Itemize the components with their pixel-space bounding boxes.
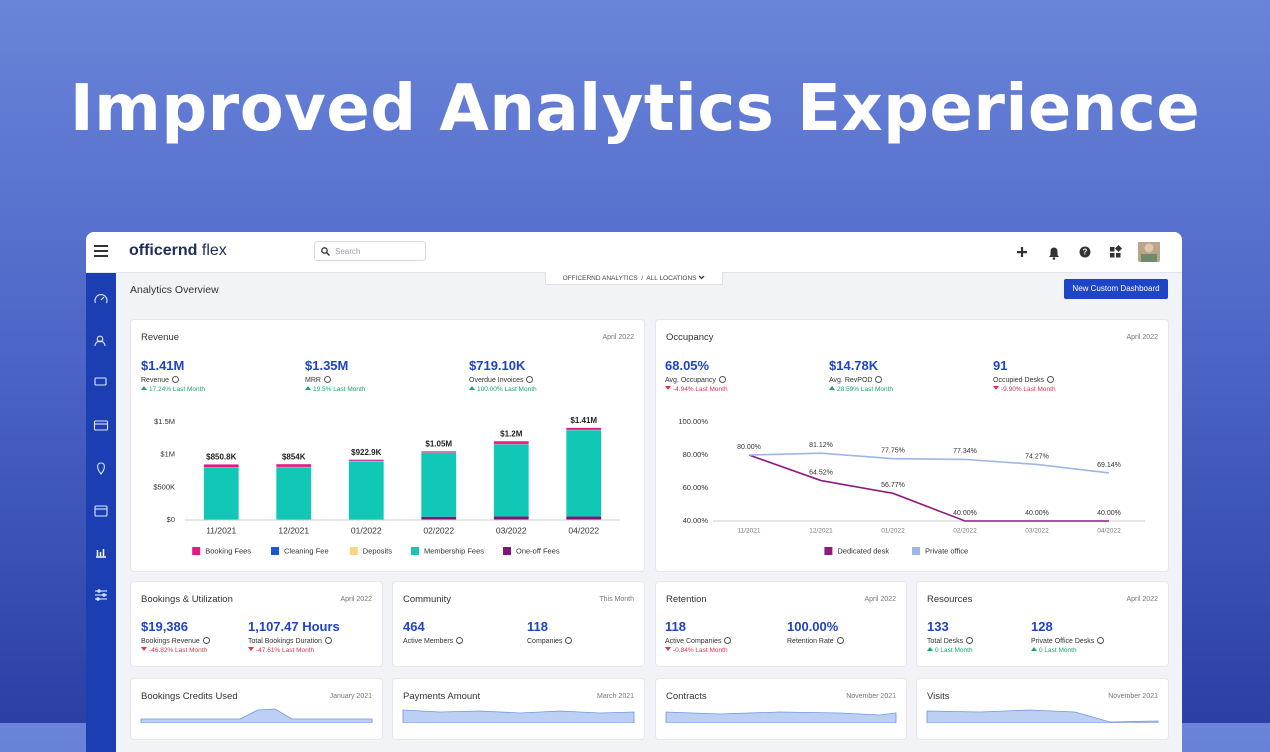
bar-segment — [566, 430, 601, 516]
bar-total-label: $850.8K — [206, 453, 236, 462]
y-tick-label: $500K — [153, 482, 175, 491]
sparklines — [141, 709, 1158, 723]
legend-label: Booking Fees — [205, 546, 251, 555]
bar-segment — [494, 441, 529, 444]
x-tick-label: 03/2022 — [496, 525, 527, 535]
bar-segment — [204, 468, 239, 520]
x-tick-label: 02/2022 — [423, 525, 454, 535]
bar-segment — [494, 445, 529, 517]
bar-segment — [276, 467, 311, 520]
data-label: 40.00% — [953, 510, 977, 517]
sparkline — [141, 709, 372, 723]
x-tick-label: 03/2022 — [1025, 528, 1049, 535]
data-label: 77.34% — [953, 448, 977, 455]
x-tick-label: 02/2022 — [953, 528, 977, 535]
bar-segment — [349, 461, 384, 520]
x-tick-label: 11/2021 — [737, 528, 760, 535]
y-tick-label: $0 — [167, 515, 175, 524]
legend-swatch — [350, 547, 358, 555]
data-label: 40.00% — [1025, 510, 1049, 517]
charts: $0 $500K $1M $1.5M 11/2021 12/2021 01/2022 02/2… — [0, 0, 1270, 723]
legend-label: Dedicated desk — [837, 546, 889, 555]
y-tick-label: 80.00% — [683, 450, 709, 459]
data-label: 64.52% — [809, 469, 833, 476]
legend-swatch — [824, 547, 832, 555]
data-label: 77.75% — [881, 448, 905, 455]
legend-label: Membership Fees — [424, 546, 484, 555]
legend-swatch — [503, 547, 511, 555]
data-label: 56.77% — [881, 482, 905, 489]
x-tick-label: 01/2022 — [881, 528, 905, 535]
bar-segment — [494, 516, 529, 520]
bar-segment — [204, 464, 239, 467]
y-tick-label: 100.00% — [678, 417, 708, 426]
bar-total-label: $1.41M — [570, 416, 597, 425]
sparkline — [403, 710, 634, 723]
bar-segment — [421, 451, 456, 452]
line-series — [749, 455, 1109, 521]
data-label: 40.00% — [1097, 510, 1121, 517]
sparkline — [666, 712, 896, 723]
legend-label: Deposits — [363, 546, 392, 555]
y-tick-label: 40.00% — [683, 516, 709, 525]
legend-label: Private office — [925, 546, 968, 555]
bar-total-label: $854K — [282, 452, 306, 461]
legend-swatch — [192, 547, 200, 555]
bar-segment — [349, 460, 384, 461]
x-tick-label: 01/2022 — [351, 525, 382, 535]
sparkline — [927, 710, 1158, 723]
bar-segment — [276, 464, 311, 467]
bar-total-label: $1.05M — [425, 440, 452, 449]
y-tick-label: $1.5M — [154, 417, 175, 426]
data-label: 74.27% — [1025, 453, 1049, 460]
y-tick-label: $1M — [160, 450, 175, 459]
y-tick-label: 60.00% — [683, 483, 709, 492]
x-tick-label: 12/2021 — [278, 525, 309, 535]
bar-segment — [566, 428, 601, 430]
x-tick-label: 04/2022 — [568, 525, 599, 535]
legend-label: One-off Fees — [516, 546, 560, 555]
legend-swatch — [912, 547, 920, 555]
data-label: 80.00% — [737, 444, 761, 451]
bar-segment — [566, 516, 601, 520]
line-series — [749, 453, 1109, 473]
legend-swatch — [411, 547, 419, 555]
page: Improved Analytics Experience officernd … — [0, 0, 1270, 723]
x-tick-label: 04/2022 — [1097, 528, 1121, 535]
bar-total-label: $1.2M — [500, 430, 523, 439]
bar-total-label: $922.9K — [351, 448, 381, 457]
x-tick-label: 12/2021 — [809, 528, 833, 535]
data-label: 69.14% — [1097, 462, 1121, 469]
legend-label: Cleaning Fee — [284, 546, 329, 555]
x-tick-label: 11/2021 — [206, 525, 236, 535]
data-label: 81.12% — [809, 442, 833, 449]
legend-swatch — [271, 547, 279, 555]
bar-segment — [421, 453, 456, 517]
